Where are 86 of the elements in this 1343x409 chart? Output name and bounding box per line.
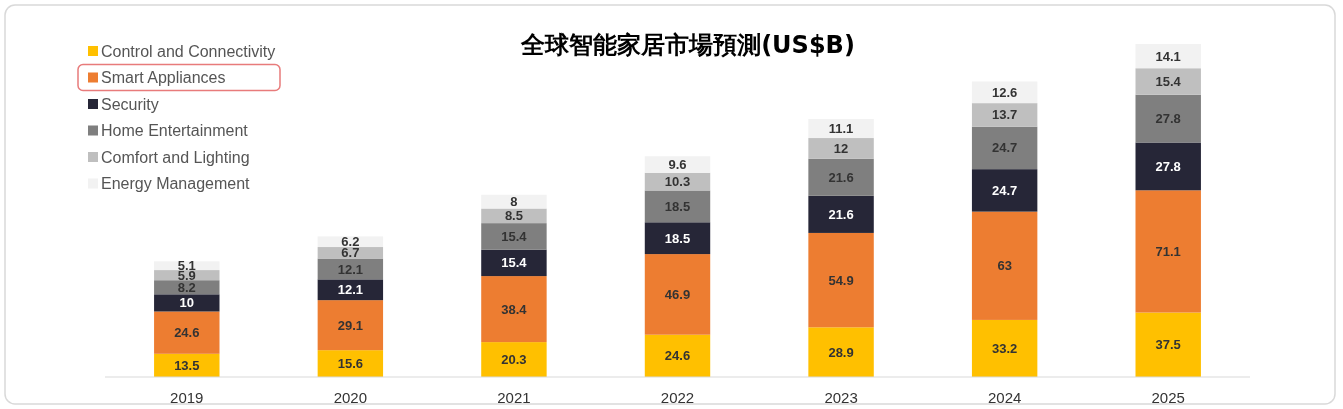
bar [481, 249, 547, 277]
data-label: 10 [179, 295, 195, 311]
bar [808, 138, 874, 159]
legend-label: Control and Connectivity [101, 42, 276, 60]
data-label: 37.5 [1155, 337, 1181, 353]
bar [808, 232, 874, 328]
bar [154, 311, 220, 354]
data-label: 38.4 [501, 301, 528, 317]
bar [971, 319, 1038, 377]
x-tick-label: 2019 [170, 389, 204, 407]
data-label: 15.4 [501, 255, 528, 271]
data-label: 10.3 [664, 174, 691, 190]
bar [971, 169, 1038, 212]
data-label: 14.1 [1155, 48, 1181, 64]
data-label: 12.6 [991, 84, 1018, 100]
bar [1135, 312, 1201, 377]
legend-label: Smart Appliances [101, 69, 226, 87]
data-label: 27.8 [1155, 158, 1181, 174]
data-label: 21.6 [828, 169, 854, 185]
bar [1135, 190, 1201, 313]
data-label: 29.1 [337, 317, 364, 333]
data-label: 8 [510, 194, 518, 210]
data-label: 6.7 [341, 245, 360, 261]
data-label: 12.1 [337, 261, 364, 277]
x-tick-label: 2020 [333, 389, 368, 407]
bar [808, 118, 874, 139]
data-label: 13.5 [174, 357, 200, 373]
bar [1135, 44, 1201, 69]
data-label: 24.7 [991, 140, 1018, 156]
data-label: 12.1 [337, 282, 364, 298]
legend-label: Home Entertainment [101, 122, 249, 140]
bar [317, 247, 384, 259]
bar [481, 342, 547, 377]
bar [1135, 68, 1201, 95]
bar [481, 194, 547, 209]
legend-label: Comfort and Lighting [101, 148, 250, 166]
chart-title: 全球智能家居市場預測(US$B) [520, 31, 855, 59]
bar [1135, 94, 1201, 143]
data-label: 21.6 [828, 206, 854, 222]
data-label: 24.6 [174, 325, 200, 341]
bar [481, 223, 547, 250]
legend-label: Energy Management [101, 175, 251, 193]
data-label: 15.4 [501, 228, 528, 244]
data-label: 63 [997, 258, 1012, 274]
data-label: 18.5 [664, 198, 691, 214]
bar [644, 156, 711, 173]
bar [154, 294, 220, 312]
bar [317, 279, 384, 301]
bar [971, 81, 1038, 104]
x-tick-label: 2024 [987, 389, 1022, 407]
bar [808, 327, 874, 377]
bar [971, 103, 1038, 127]
data-label: 8.2 [177, 279, 196, 295]
data-label: 46.9 [664, 286, 691, 302]
data-label: 71.1 [1155, 243, 1181, 259]
data-label: 12 [833, 140, 849, 156]
bar [971, 211, 1038, 320]
data-label: 27.8 [1155, 111, 1181, 127]
data-label: 24.7 [991, 182, 1018, 198]
bar [644, 334, 711, 377]
data-label: 15.6 [337, 356, 364, 372]
bar [644, 254, 711, 335]
bar [971, 126, 1038, 170]
data-label: 8.5 [504, 208, 523, 224]
bar [808, 158, 874, 196]
x-tick-label: 2021 [497, 389, 531, 407]
data-label: 24.6 [664, 348, 691, 364]
data-label: 18.5 [664, 230, 691, 246]
bar [644, 222, 711, 255]
data-label: 11.1 [828, 121, 854, 137]
data-label: 15.4 [1155, 74, 1182, 90]
data-label: 54.9 [828, 272, 854, 288]
data-label: 20.3 [501, 352, 527, 368]
x-tick-label: 2025 [1151, 389, 1185, 407]
bar [481, 276, 547, 343]
bar [644, 190, 711, 223]
legend-label: Security [101, 95, 159, 113]
data-label: 13.7 [991, 107, 1018, 123]
data-label: 9.6 [668, 157, 687, 173]
x-tick-label: 2023 [824, 389, 858, 407]
data-label: 28.9 [828, 344, 854, 360]
bar [808, 195, 874, 233]
bar [1135, 142, 1201, 191]
data-label: 33.2 [991, 341, 1018, 357]
bar [317, 300, 384, 351]
x-tick-label: 2022 [660, 389, 695, 407]
